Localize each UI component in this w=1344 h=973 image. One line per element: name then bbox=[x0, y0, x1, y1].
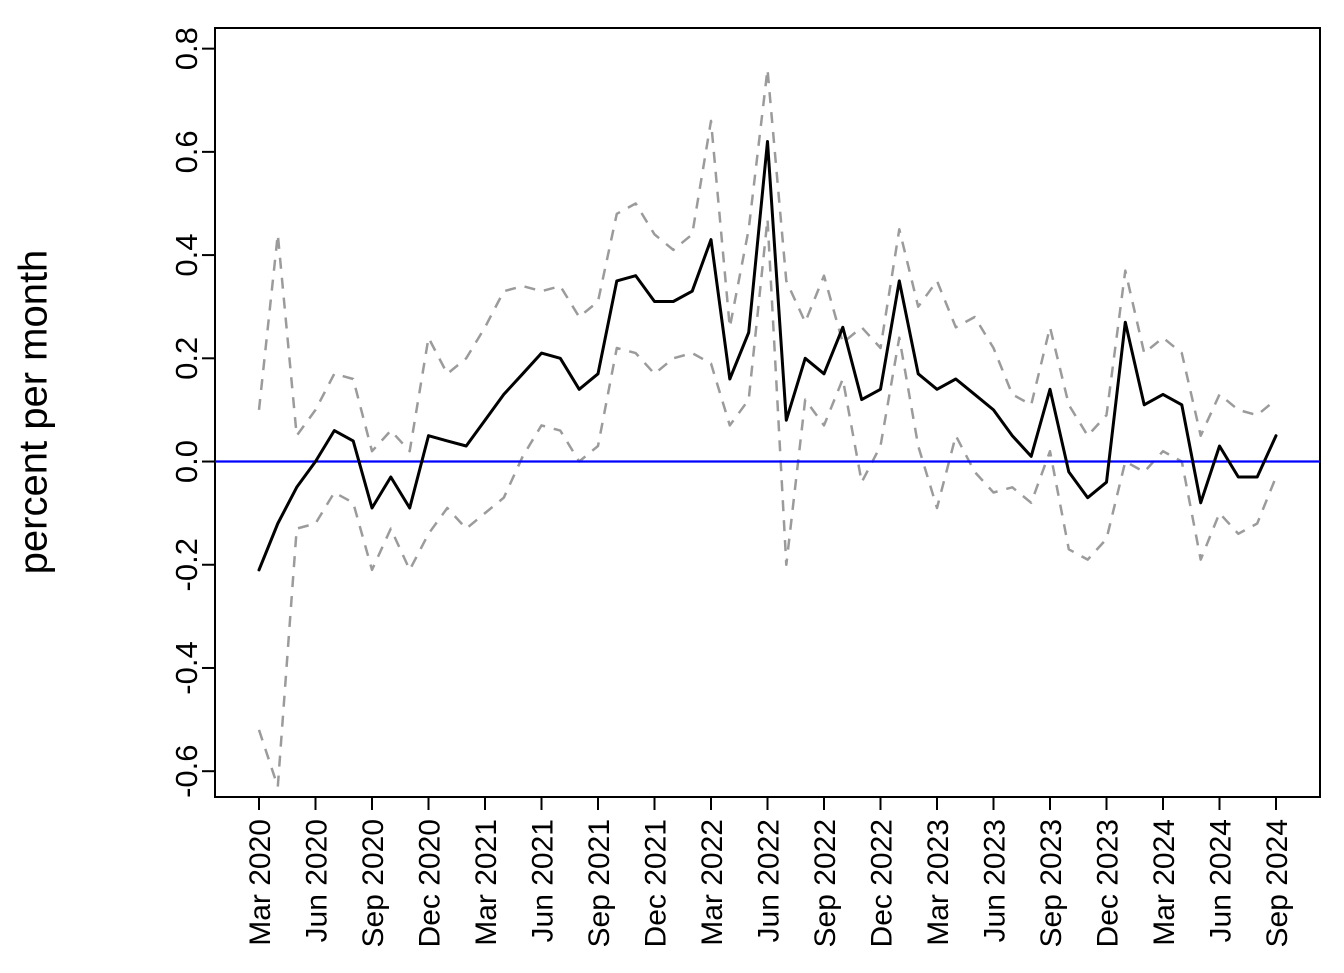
x-tick-label: Sep 2020 bbox=[357, 819, 390, 947]
x-tick-label: Dec 2023 bbox=[1092, 819, 1125, 947]
y-axis-title: percent per month bbox=[11, 249, 56, 575]
x-tick-label: Sep 2022 bbox=[809, 819, 842, 947]
x-tick-label: Mar 2024 bbox=[1148, 819, 1181, 946]
x-tick-label: Dec 2020 bbox=[414, 819, 447, 947]
y-tick-label: 0.2 bbox=[169, 337, 204, 380]
x-tick-label: Sep 2021 bbox=[583, 819, 616, 947]
series-upper-confidence-band bbox=[257, 68, 1277, 453]
y-tick-label: 0.0 bbox=[169, 440, 204, 483]
x-tick-label: Jun 2024 bbox=[1205, 819, 1238, 942]
x-tick-label: Dec 2022 bbox=[866, 819, 899, 947]
x-tick-label: Mar 2021 bbox=[470, 819, 503, 946]
y-tick-label: 0.4 bbox=[169, 234, 204, 277]
x-tick-label: Mar 2020 bbox=[244, 819, 277, 946]
x-tick-label: Mar 2022 bbox=[696, 819, 729, 946]
x-tick-label: Jun 2020 bbox=[301, 819, 334, 942]
y-tick-label: -0.2 bbox=[169, 538, 204, 591]
y-tick-label: -0.6 bbox=[169, 744, 204, 797]
x-tick-label: Jun 2022 bbox=[753, 819, 786, 942]
series-point-estimate bbox=[257, 140, 1278, 572]
y-tick-label: 0.8 bbox=[169, 27, 204, 70]
x-tick-label: Mar 2023 bbox=[922, 819, 955, 946]
x-tick-label: Dec 2021 bbox=[640, 819, 673, 947]
x-tick-label: Sep 2024 bbox=[1261, 819, 1294, 947]
x-tick-label: Sep 2023 bbox=[1035, 819, 1068, 947]
y-tick-label: -0.4 bbox=[169, 641, 204, 694]
y-tick-label: 0.6 bbox=[169, 130, 204, 173]
x-tick-label: Jun 2021 bbox=[527, 819, 560, 942]
x-tick-label: Jun 2023 bbox=[979, 819, 1012, 942]
